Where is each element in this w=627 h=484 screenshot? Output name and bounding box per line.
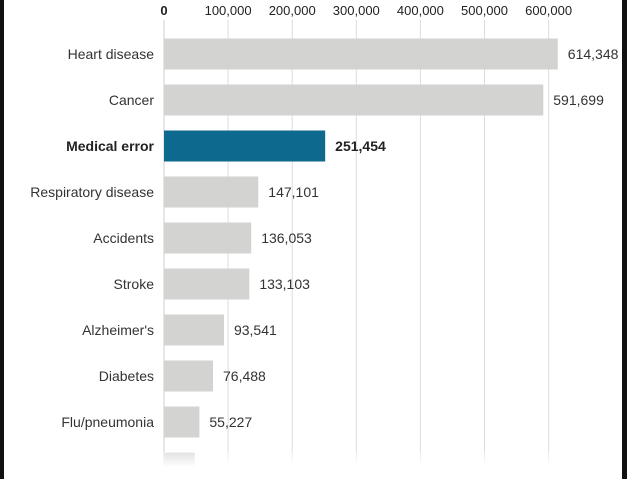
category-label: Medical error (66, 138, 154, 154)
category-label: Diabetes (99, 368, 154, 384)
value-label: 93,541 (234, 322, 277, 338)
right-border (622, 0, 627, 479)
bar (164, 268, 250, 300)
category-label: Cancer (109, 92, 154, 108)
category-label: Kidney (44, 468, 87, 479)
value-label: 136,053 (261, 230, 312, 246)
bar (164, 406, 200, 438)
x-tick-label: 500,000 (461, 3, 508, 18)
bar (164, 176, 259, 208)
value-label: 614,348 (568, 46, 619, 62)
category-label: Heart disease (68, 46, 155, 62)
value-label: 133,103 (259, 276, 310, 292)
category-label: Stroke (114, 276, 155, 292)
value-labels: 614,348 591,699 251,454 147,101 136,053 133,1… (209, 46, 618, 430)
x-axis-ticks: 0 100,000 200,000 300,000 400,000 500,000 600,… (160, 3, 572, 18)
x-tick-label: 100,000 (205, 3, 252, 18)
bar (164, 130, 326, 162)
left-border (0, 0, 4, 479)
bar (164, 222, 252, 254)
category-label: Alzheimer's (82, 322, 154, 338)
x-tick-label: 200,000 (269, 3, 316, 18)
value-label: 55,227 (209, 414, 252, 430)
x-tick-label: 400,000 (397, 3, 444, 18)
bar (164, 452, 195, 484)
category-labels: Heart disease Cancer Medical error Respirat… (30, 46, 155, 484)
bars (164, 38, 558, 484)
value-label: 76,488 (223, 368, 266, 384)
x-tick-label: 300,000 (333, 3, 380, 18)
x-tick-label: 0 (160, 3, 167, 18)
value-label: 147,101 (268, 184, 319, 200)
category-label: Respiratory disease (30, 184, 154, 200)
bar (164, 360, 214, 392)
category-label: Flu/pneumonia (61, 414, 154, 430)
value-label: 591,699 (553, 92, 604, 108)
bar (164, 38, 558, 70)
bar (164, 314, 224, 346)
category-label: Accidents (93, 230, 154, 246)
value-label: 251,454 (335, 138, 386, 154)
bar (164, 84, 544, 116)
x-tick-label: 600,000 (525, 3, 572, 18)
